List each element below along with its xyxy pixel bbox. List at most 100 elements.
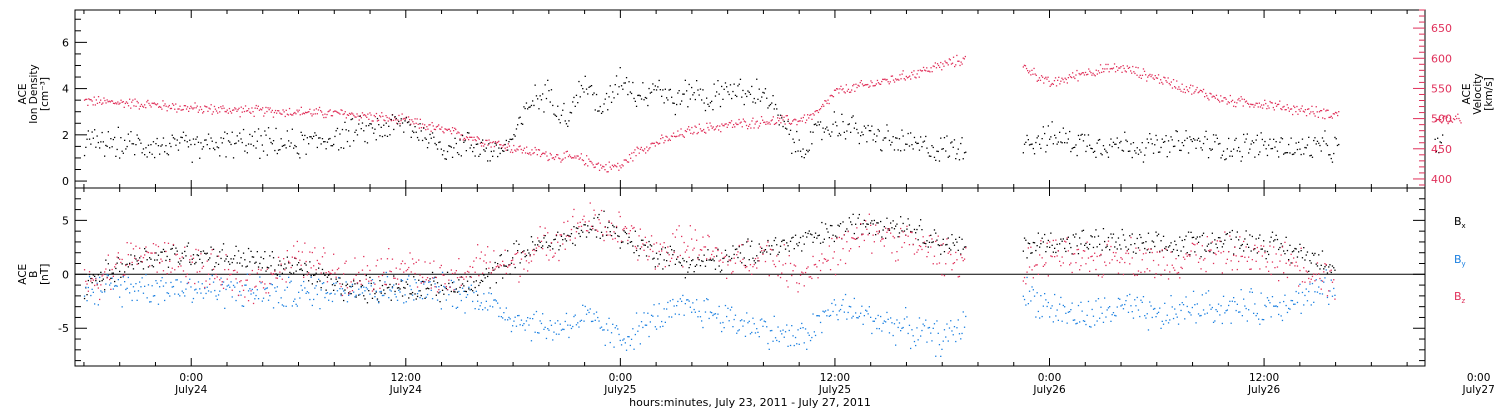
velocity-point (726, 126, 728, 128)
By-point (769, 330, 772, 332)
density-point (846, 130, 848, 132)
Bx-point (410, 293, 412, 295)
By-point (296, 305, 298, 307)
density-point (1199, 140, 1201, 142)
velocity-point (501, 147, 503, 149)
velocity-point (1215, 94, 1218, 96)
velocity-point (1099, 64, 1102, 66)
density-point (1161, 138, 1163, 140)
Bz-point (229, 274, 231, 276)
density-point (314, 132, 316, 134)
By-point (950, 320, 952, 322)
Bz-point (842, 248, 844, 250)
By-point (562, 328, 564, 330)
Bz-point (493, 250, 495, 252)
velocity-point (141, 105, 144, 107)
Bz-point (938, 262, 941, 264)
velocity-point (1196, 86, 1198, 89)
Bx-point (472, 290, 474, 292)
Bx-point (1205, 250, 1207, 252)
Bx-point (890, 222, 892, 224)
velocity-point (920, 70, 923, 72)
Bz-point (791, 274, 793, 277)
By-point (595, 311, 598, 313)
velocity-point (632, 160, 634, 162)
Bx-point (333, 289, 335, 291)
density-point (1069, 130, 1071, 133)
density-point (214, 149, 216, 151)
Bx-point (296, 264, 298, 266)
velocity-point (913, 70, 915, 72)
Bx-point (752, 257, 754, 259)
velocity-point (1149, 73, 1151, 76)
Bz-point (166, 273, 168, 275)
Bz-point (111, 268, 113, 271)
velocity-point (1253, 106, 1255, 108)
density-point (797, 150, 799, 152)
Bx-point (114, 280, 116, 283)
By-point (305, 292, 307, 294)
By-point (711, 312, 713, 314)
velocity-point (801, 120, 803, 122)
Bz-point (209, 283, 211, 285)
velocity-point (1130, 70, 1132, 72)
Bz-point (503, 264, 505, 266)
Bx-point (666, 260, 668, 262)
Bx-point (376, 298, 379, 300)
density-point (95, 146, 97, 148)
By-point (510, 330, 513, 333)
velocity-point (1190, 84, 1192, 86)
density-point (622, 88, 624, 90)
Bz-point (101, 275, 103, 277)
velocity-point (1210, 93, 1212, 95)
velocity-point (367, 113, 369, 115)
By-point (887, 318, 889, 320)
Bx-point (1174, 240, 1176, 242)
velocity-point (952, 56, 955, 58)
density-point (1200, 147, 1202, 149)
velocity-point (118, 103, 120, 105)
Bz-point (691, 238, 693, 240)
By-point (328, 299, 330, 301)
density-point (291, 128, 293, 130)
velocity-point (604, 169, 606, 171)
velocity-point (1221, 100, 1223, 102)
density-point (533, 104, 535, 107)
velocity-point (179, 105, 181, 107)
Bz-point (793, 264, 795, 266)
Bx-point (898, 232, 901, 234)
velocity-point (654, 145, 656, 147)
velocity-point (145, 107, 147, 109)
density-point (404, 120, 406, 122)
Bz-point (932, 263, 934, 265)
velocity-point (716, 125, 719, 127)
By-point (191, 301, 193, 303)
Bz-point (334, 272, 336, 274)
density-point (1290, 137, 1292, 139)
density-point (1254, 156, 1256, 158)
By-point (573, 315, 575, 318)
Bz-point (470, 276, 472, 278)
density-point (873, 133, 875, 135)
density-point (612, 91, 614, 93)
By-point (171, 286, 173, 288)
Bz-point (915, 238, 917, 240)
Bx-point (747, 238, 749, 240)
Bx-point (147, 266, 150, 268)
Bx-point (164, 250, 166, 253)
velocity-point (876, 79, 879, 82)
Bz-point (361, 269, 364, 271)
density-point (634, 100, 636, 102)
By-point (1076, 322, 1078, 324)
By-point (787, 345, 789, 347)
velocity-point (810, 113, 812, 116)
By-point (696, 299, 698, 301)
Bx-point (1165, 246, 1167, 248)
velocity-point (1286, 104, 1288, 106)
velocity-point (587, 165, 589, 167)
velocity-point (672, 132, 675, 134)
velocity-point (688, 126, 690, 128)
velocity-point (585, 163, 587, 165)
density-point (1207, 157, 1210, 159)
velocity-point (882, 78, 884, 80)
